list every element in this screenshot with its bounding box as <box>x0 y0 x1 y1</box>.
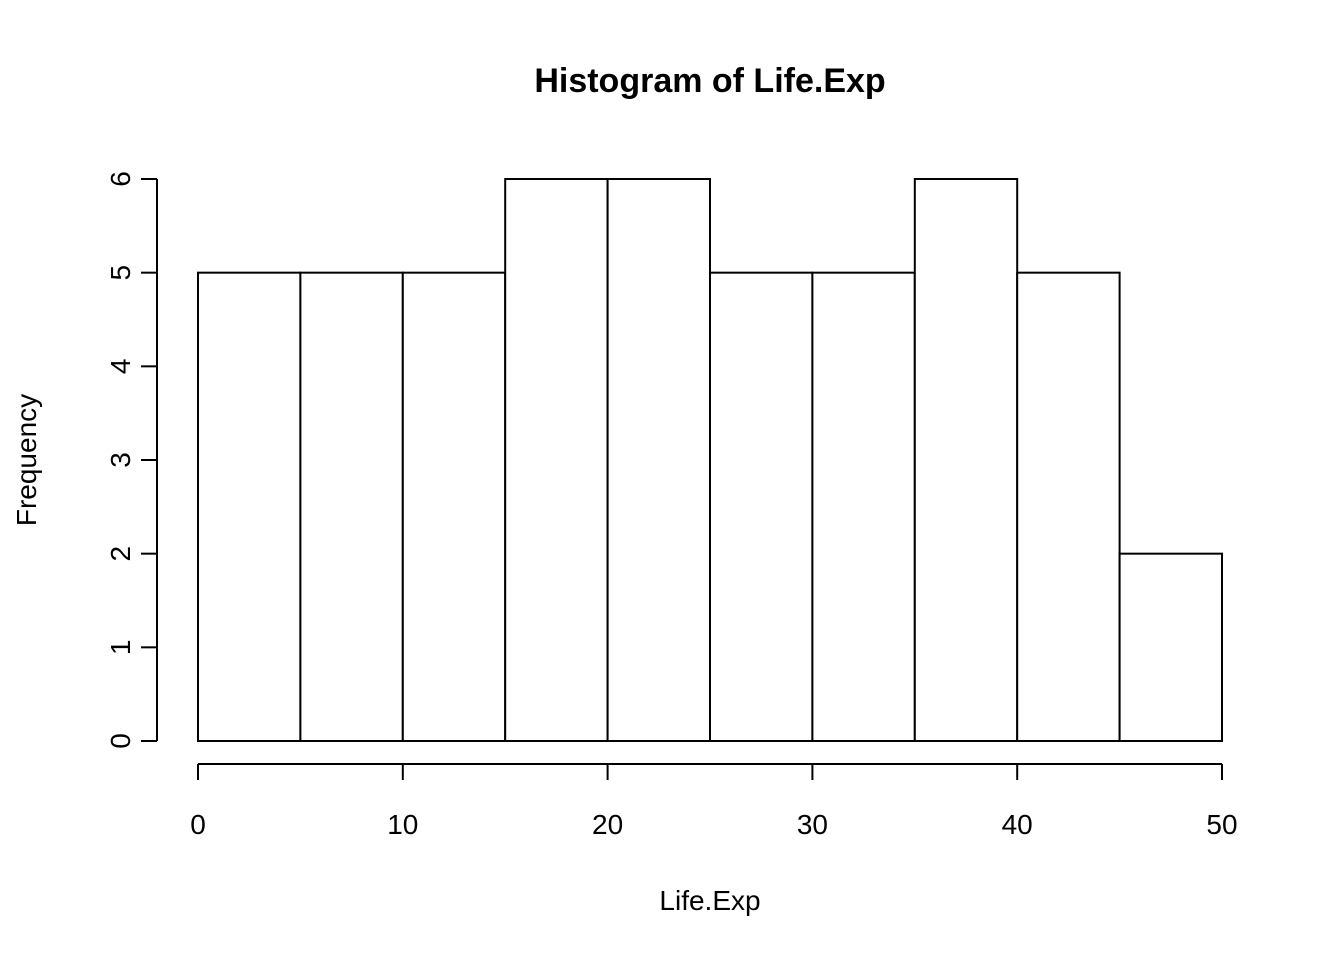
histogram-bar-4 <box>606 178 711 742</box>
histogram-bar-9 <box>1118 552 1223 743</box>
histogram-bar-5 <box>709 271 814 742</box>
y-axis-label: Frequency <box>11 394 42 526</box>
histogram-bar-0 <box>197 271 302 742</box>
y-tick-label-6: 6 <box>105 171 136 187</box>
y-tick-label-0: 0 <box>105 733 136 749</box>
y-tick-label-2: 2 <box>105 546 136 562</box>
histogram-bar-1 <box>299 271 404 742</box>
y-tick-label-1: 1 <box>105 640 136 656</box>
chart-title: Histogram of Life.Exp <box>534 62 885 100</box>
y-tick-label-5: 5 <box>105 265 136 281</box>
x-tick-label-1: 10 <box>387 809 418 840</box>
histogram-bar-2 <box>401 271 507 742</box>
histogram-bar-3 <box>504 178 609 742</box>
y-axis: 0 1 2 3 4 5 6 <box>105 171 158 749</box>
y-tick-label-4: 4 <box>105 359 136 375</box>
x-tick-label-2: 20 <box>592 809 623 840</box>
x-axis-label: Life.Exp <box>659 885 760 916</box>
x-tick-label-4: 40 <box>1002 809 1033 840</box>
bars-group <box>197 178 1223 743</box>
x-axis: 0 10 20 30 40 50 <box>190 763 1238 840</box>
x-tick-label-5: 50 <box>1206 809 1237 840</box>
histogram-bar-6 <box>811 271 916 742</box>
x-tick-label-0: 0 <box>190 809 206 840</box>
histogram-bar-8 <box>1016 271 1121 742</box>
x-tick-label-3: 30 <box>797 809 828 840</box>
y-tick-label-3: 3 <box>105 452 136 468</box>
histogram-bar-7 <box>913 178 1019 742</box>
